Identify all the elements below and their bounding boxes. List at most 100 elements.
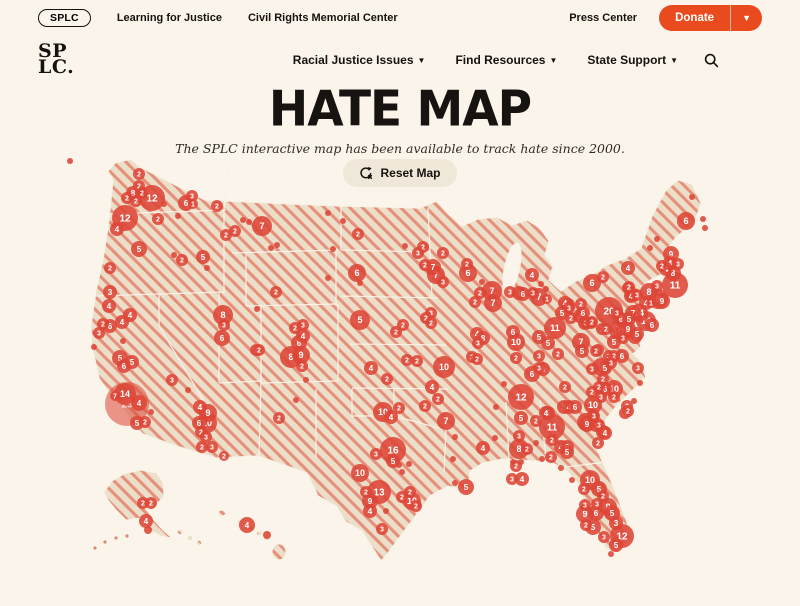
map-cluster-marker[interactable] (274, 242, 280, 248)
map-cluster-marker[interactable] (631, 398, 637, 404)
map-cluster-marker[interactable] (591, 498, 603, 510)
map-cluster-marker[interactable] (161, 201, 167, 207)
top-link-civil-rights-memorial-center[interactable]: Civil Rights Memorial Center (247, 12, 398, 24)
map-cluster-marker[interactable] (518, 459, 524, 465)
map-cluster-marker[interactable] (568, 400, 582, 414)
map-cluster-marker[interactable] (297, 319, 309, 331)
map-cluster-marker[interactable] (474, 287, 486, 299)
map-cluster-marker[interactable] (605, 357, 617, 369)
map-cluster-marker[interactable] (533, 362, 545, 374)
map-cluster-marker[interactable] (240, 217, 246, 223)
map-cluster-marker[interactable] (689, 194, 695, 200)
map-cluster-marker[interactable] (340, 218, 346, 224)
map-cluster-marker[interactable] (399, 469, 405, 475)
map-cluster-marker[interactable] (188, 199, 198, 209)
map-cluster-marker[interactable] (144, 526, 152, 534)
map-cluster-marker[interactable] (383, 508, 389, 514)
map-cluster-marker[interactable] (476, 441, 490, 455)
map-cluster-marker[interactable] (425, 317, 437, 329)
map-cluster-marker[interactable] (211, 200, 223, 212)
map-cluster-marker[interactable] (186, 190, 198, 202)
map-cluster-marker[interactable] (608, 391, 620, 403)
map-cluster-marker[interactable] (702, 225, 708, 231)
map-cluster-marker[interactable] (514, 411, 528, 425)
map-cluster-marker[interactable] (433, 356, 455, 378)
map-cluster-marker[interactable] (469, 296, 481, 308)
map-cluster-marker[interactable] (350, 310, 370, 330)
map-cluster-marker[interactable] (97, 318, 109, 330)
map-cluster-marker[interactable] (148, 409, 154, 415)
map-cluster-marker[interactable] (558, 465, 564, 471)
us-hate-map[interactable]: 2520121216121111131214810117810510877149… (0, 140, 800, 606)
map-cluster-marker[interactable] (196, 441, 208, 453)
map-cluster-marker[interactable] (647, 245, 653, 251)
map-cluster-marker[interactable] (506, 325, 520, 339)
map-cluster-marker[interactable] (583, 274, 601, 292)
map-cluster-marker[interactable] (598, 531, 610, 543)
map-cluster-marker[interactable] (492, 435, 498, 441)
map-cluster-marker[interactable] (632, 362, 644, 374)
press-center-link[interactable]: Press Center (569, 12, 638, 24)
map-cluster-marker[interactable] (578, 483, 590, 495)
map-cluster-marker[interactable] (410, 500, 422, 512)
map-cluster-marker[interactable] (637, 380, 643, 386)
map-cluster-marker[interactable] (450, 456, 456, 462)
map-cluster-marker[interactable] (360, 486, 372, 498)
map-cluster-marker[interactable] (611, 307, 623, 319)
map-cluster-marker[interactable] (569, 477, 575, 483)
map-cluster-marker[interactable] (504, 286, 516, 298)
map-cluster-marker[interactable] (325, 275, 331, 281)
alaska[interactable] (93, 469, 202, 550)
map-cluster-marker[interactable] (593, 419, 605, 431)
map-cluster-marker[interactable] (91, 344, 97, 350)
map-cluster-marker[interactable] (432, 393, 444, 405)
map-cluster-marker[interactable] (515, 472, 529, 486)
map-cluster-marker[interactable] (185, 387, 191, 393)
map-cluster-marker[interactable] (357, 280, 363, 286)
map-cluster-marker[interactable] (609, 538, 623, 552)
map-cluster-marker[interactable] (104, 262, 116, 274)
map-cluster-marker[interactable] (380, 437, 406, 463)
nav-state-support[interactable]: State Support ▼ (587, 53, 678, 67)
map-cluster-marker[interactable] (595, 391, 607, 403)
map-cluster-marker[interactable] (370, 448, 382, 460)
map-cluster-marker[interactable] (419, 259, 431, 271)
map-cluster-marker[interactable] (293, 397, 299, 403)
map-cluster-marker[interactable] (171, 252, 177, 258)
map-cluster-marker[interactable] (700, 216, 706, 222)
splc-logo[interactable]: SP LC. (38, 42, 74, 76)
map-cluster-marker[interactable] (563, 302, 575, 314)
hawaii[interactable] (218, 510, 286, 560)
map-cluster-marker[interactable] (458, 479, 474, 495)
map-cluster-marker[interactable] (525, 268, 539, 282)
map-cluster-marker[interactable] (452, 480, 458, 486)
map-cluster-marker[interactable] (220, 229, 232, 241)
map-cluster-marker[interactable] (376, 523, 388, 535)
map-cluster-marker[interactable] (597, 271, 609, 283)
map-cluster-marker[interactable] (273, 412, 285, 424)
map-cluster-marker[interactable] (263, 531, 271, 539)
map-cluster-marker[interactable] (213, 305, 233, 325)
map-cluster-marker[interactable] (471, 353, 483, 365)
map-cluster-marker[interactable] (110, 391, 120, 401)
map-cluster-marker[interactable] (677, 212, 695, 230)
map-cluster-marker[interactable] (425, 380, 439, 394)
map-cluster-marker[interactable] (527, 287, 539, 299)
map-cluster-marker[interactable] (646, 298, 656, 308)
map-cluster-marker[interactable] (609, 516, 623, 530)
map-cluster-marker[interactable] (110, 222, 124, 236)
map-cluster-marker[interactable] (479, 279, 485, 285)
map-cluster-marker[interactable] (506, 473, 518, 485)
menu-hamburger-icon[interactable] (745, 57, 762, 64)
map-cluster-marker[interactable] (575, 344, 589, 358)
map-cluster-marker[interactable] (363, 504, 377, 518)
map-cluster-marker[interactable] (219, 451, 229, 461)
map-cluster-marker[interactable] (254, 306, 260, 312)
map-cluster-marker[interactable] (472, 337, 484, 349)
map-cluster-marker[interactable] (656, 260, 668, 272)
reset-map-button[interactable]: Reset Map (343, 159, 457, 187)
map-cluster-marker[interactable] (351, 464, 369, 482)
map-cluster-marker[interactable] (546, 434, 558, 446)
map-cluster-marker[interactable] (411, 355, 423, 367)
map-cluster-marker[interactable] (631, 289, 643, 301)
